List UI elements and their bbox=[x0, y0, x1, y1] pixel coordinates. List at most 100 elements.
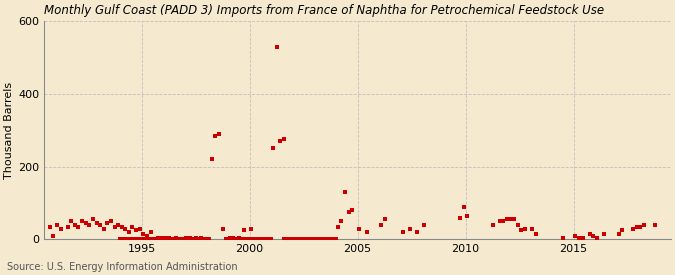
Point bbox=[234, 237, 244, 242]
Point bbox=[271, 44, 282, 49]
Point bbox=[95, 223, 105, 227]
Point bbox=[302, 237, 313, 242]
Point bbox=[77, 219, 88, 224]
Point bbox=[147, 237, 158, 242]
Point bbox=[144, 237, 155, 242]
Point bbox=[156, 235, 167, 240]
Point bbox=[509, 217, 520, 222]
Point bbox=[145, 230, 156, 234]
Point bbox=[318, 237, 329, 242]
Point bbox=[80, 221, 91, 225]
Point bbox=[203, 237, 214, 242]
Point bbox=[347, 208, 358, 213]
Point bbox=[320, 237, 331, 242]
Point bbox=[166, 237, 177, 242]
Point bbox=[512, 223, 523, 227]
Point bbox=[116, 224, 127, 229]
Point bbox=[239, 228, 250, 233]
Point bbox=[155, 237, 166, 242]
Point bbox=[159, 235, 170, 240]
Point bbox=[153, 237, 164, 242]
Point bbox=[255, 237, 266, 242]
Point bbox=[296, 237, 307, 242]
Point bbox=[115, 237, 126, 242]
Point bbox=[574, 235, 585, 240]
Point bbox=[217, 226, 228, 231]
Point bbox=[290, 237, 300, 242]
Point bbox=[182, 237, 192, 242]
Point bbox=[181, 235, 192, 240]
Point bbox=[120, 226, 131, 231]
Point bbox=[246, 226, 256, 231]
Point bbox=[278, 137, 289, 142]
Point bbox=[149, 237, 160, 242]
Point bbox=[99, 226, 109, 231]
Point bbox=[613, 232, 624, 236]
Point bbox=[88, 217, 99, 222]
Y-axis label: Thousand Barrels: Thousand Barrels bbox=[4, 82, 14, 179]
Point bbox=[261, 237, 272, 242]
Point bbox=[487, 223, 498, 227]
Point bbox=[84, 223, 95, 227]
Point bbox=[309, 237, 320, 242]
Point bbox=[304, 237, 315, 242]
Point bbox=[186, 237, 196, 242]
Point bbox=[160, 237, 171, 242]
Point bbox=[502, 217, 512, 222]
Point bbox=[292, 237, 302, 242]
Point bbox=[244, 237, 255, 242]
Point bbox=[311, 237, 322, 242]
Point bbox=[128, 237, 138, 242]
Point bbox=[175, 237, 186, 242]
Point bbox=[102, 221, 113, 225]
Point bbox=[298, 237, 309, 242]
Point bbox=[199, 237, 210, 242]
Point bbox=[234, 235, 244, 240]
Text: Source: U.S. Energy Information Administration: Source: U.S. Energy Information Administ… bbox=[7, 262, 238, 272]
Point bbox=[162, 237, 173, 242]
Point bbox=[163, 235, 174, 240]
Point bbox=[73, 224, 84, 229]
Point bbox=[134, 237, 144, 242]
Point bbox=[228, 235, 239, 240]
Point bbox=[194, 237, 205, 242]
Point bbox=[134, 226, 145, 231]
Point bbox=[113, 223, 124, 227]
Point bbox=[170, 235, 181, 240]
Point bbox=[242, 237, 253, 242]
Point bbox=[136, 237, 147, 242]
Point bbox=[232, 237, 242, 242]
Point bbox=[294, 237, 304, 242]
Point bbox=[286, 237, 296, 242]
Text: Monthly Gulf Coast (PADD 3) Imports from France of Naphtha for Petrochemical Fee: Monthly Gulf Coast (PADD 3) Imports from… bbox=[45, 4, 604, 17]
Point bbox=[121, 237, 132, 242]
Point bbox=[281, 237, 292, 242]
Point bbox=[132, 237, 142, 242]
Point bbox=[322, 237, 333, 242]
Point bbox=[336, 219, 347, 224]
Point bbox=[397, 230, 408, 234]
Point bbox=[617, 228, 628, 233]
Point bbox=[253, 237, 264, 242]
Point bbox=[184, 237, 194, 242]
Point bbox=[498, 219, 509, 224]
Point bbox=[169, 237, 180, 242]
Point bbox=[48, 234, 59, 238]
Point bbox=[210, 134, 221, 138]
Point bbox=[628, 226, 639, 231]
Point bbox=[246, 237, 257, 242]
Point bbox=[151, 237, 162, 242]
Point bbox=[250, 237, 261, 242]
Point bbox=[585, 232, 595, 236]
Point bbox=[634, 224, 645, 229]
Point bbox=[236, 237, 246, 242]
Point bbox=[455, 215, 466, 220]
Point bbox=[180, 237, 190, 242]
Point bbox=[570, 234, 580, 238]
Point bbox=[164, 237, 175, 242]
Point bbox=[177, 237, 188, 242]
Point bbox=[117, 237, 128, 242]
Point bbox=[375, 223, 386, 227]
Point bbox=[227, 237, 238, 242]
Point bbox=[340, 190, 350, 194]
